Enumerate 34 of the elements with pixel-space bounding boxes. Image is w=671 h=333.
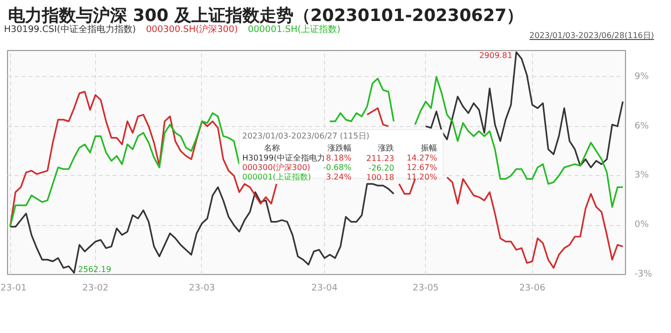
y-tick-label: 0% bbox=[634, 220, 650, 230]
annotation: 涨跌 bbox=[378, 144, 394, 153]
annotation: 2909.81 bbox=[479, 51, 512, 60]
annotation: 000300(沪深300) bbox=[242, 162, 310, 172]
annotation: H30199(中证全指电力 bbox=[242, 153, 325, 162]
annotation: 211.23 bbox=[366, 154, 394, 163]
x-tick-label: 23-02 bbox=[82, 284, 108, 294]
text: 2023/01/03-2023/06/28(116日) bbox=[529, 30, 654, 42]
text: 000001.SH(上证指数) bbox=[248, 25, 341, 35]
x-tick-label: 23-03 bbox=[188, 284, 216, 294]
annotation: 000001(上证指数) bbox=[242, 172, 312, 182]
annotation: 2023/01/03-2023/06/27 (115日) bbox=[242, 132, 370, 141]
text: 000300.SH(沪深300) bbox=[146, 25, 238, 35]
annotation: 2562.19 bbox=[78, 264, 112, 274]
y-tick-label: 6% bbox=[634, 121, 650, 132]
x-tick-label: 23-05 bbox=[412, 284, 439, 294]
annotation: 涨跌幅 bbox=[327, 144, 352, 153]
text: H30199.CSI(中证全指电力指数) bbox=[4, 25, 136, 35]
annotation: -26.20 bbox=[368, 163, 394, 172]
annotation: 振幅 bbox=[421, 144, 438, 153]
annotation: -0.68% bbox=[323, 162, 352, 172]
annotation: 8.18% bbox=[326, 153, 352, 162]
y-tick-label: 9% bbox=[634, 72, 650, 82]
y-tick-label: 3% bbox=[634, 170, 650, 181]
x-tick-label: 23-01 bbox=[0, 284, 27, 294]
annotation: 名称 bbox=[264, 144, 280, 153]
x-tick-label: 23-04 bbox=[311, 284, 338, 294]
y-tick-label: -3% bbox=[634, 270, 652, 280]
x-tick-label: 23-06 bbox=[519, 284, 546, 294]
annotation: 3.24% bbox=[326, 172, 352, 182]
annotation: 11.20% bbox=[406, 172, 438, 182]
annotation: 14.27% bbox=[406, 153, 438, 162]
annotation: 100.18 bbox=[366, 173, 394, 182]
annotation: 12.67% bbox=[406, 162, 438, 172]
